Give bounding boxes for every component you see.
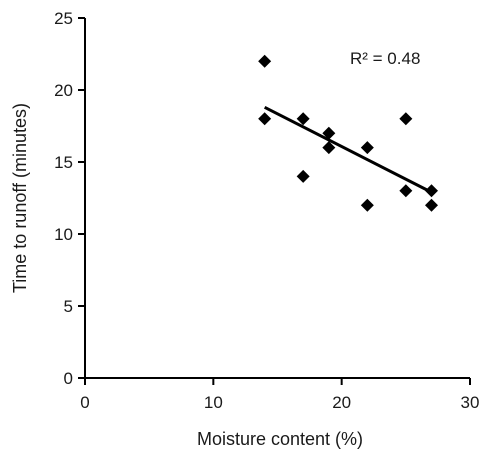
data-point-diamond <box>399 184 413 198</box>
data-point-diamond <box>360 198 374 212</box>
data-point-diamond <box>258 112 272 126</box>
data-point-diamond <box>296 169 310 183</box>
x-tick-label: 0 <box>80 393 89 412</box>
r-squared-annotation: R² = 0.48 <box>350 49 420 68</box>
trendline-group <box>263 105 433 194</box>
x-tick-label: 20 <box>332 393 351 412</box>
x-axis-title: Moisture content (%) <box>197 429 363 449</box>
data-point-diamond <box>425 184 438 198</box>
data-point-diamond <box>322 141 336 155</box>
axes <box>84 18 470 379</box>
x-tick-label: 10 <box>204 393 223 412</box>
data-point-diamond <box>258 54 272 68</box>
data-point-diamond <box>425 198 438 212</box>
y-tick-label: 0 <box>64 369 73 388</box>
y-tick-label: 10 <box>54 225 73 244</box>
y-tick-label: 15 <box>54 153 73 172</box>
y-axis-title: Time to runoff (minutes) <box>10 103 30 293</box>
data-points <box>258 54 438 212</box>
data-point-diamond <box>399 112 413 126</box>
y-tick-label: 20 <box>54 81 73 100</box>
data-point-diamond <box>322 126 336 140</box>
trendline <box>263 105 433 194</box>
y-tick-label: 5 <box>64 297 73 316</box>
x-ticks: 0 10 20 30 <box>80 378 479 412</box>
x-tick-label: 30 <box>461 393 480 412</box>
data-point-diamond <box>360 141 374 155</box>
y-tick-label: 25 <box>54 9 73 28</box>
y-ticks: 0 5 10 15 20 25 <box>54 9 85 388</box>
data-point-diamond <box>296 112 310 126</box>
